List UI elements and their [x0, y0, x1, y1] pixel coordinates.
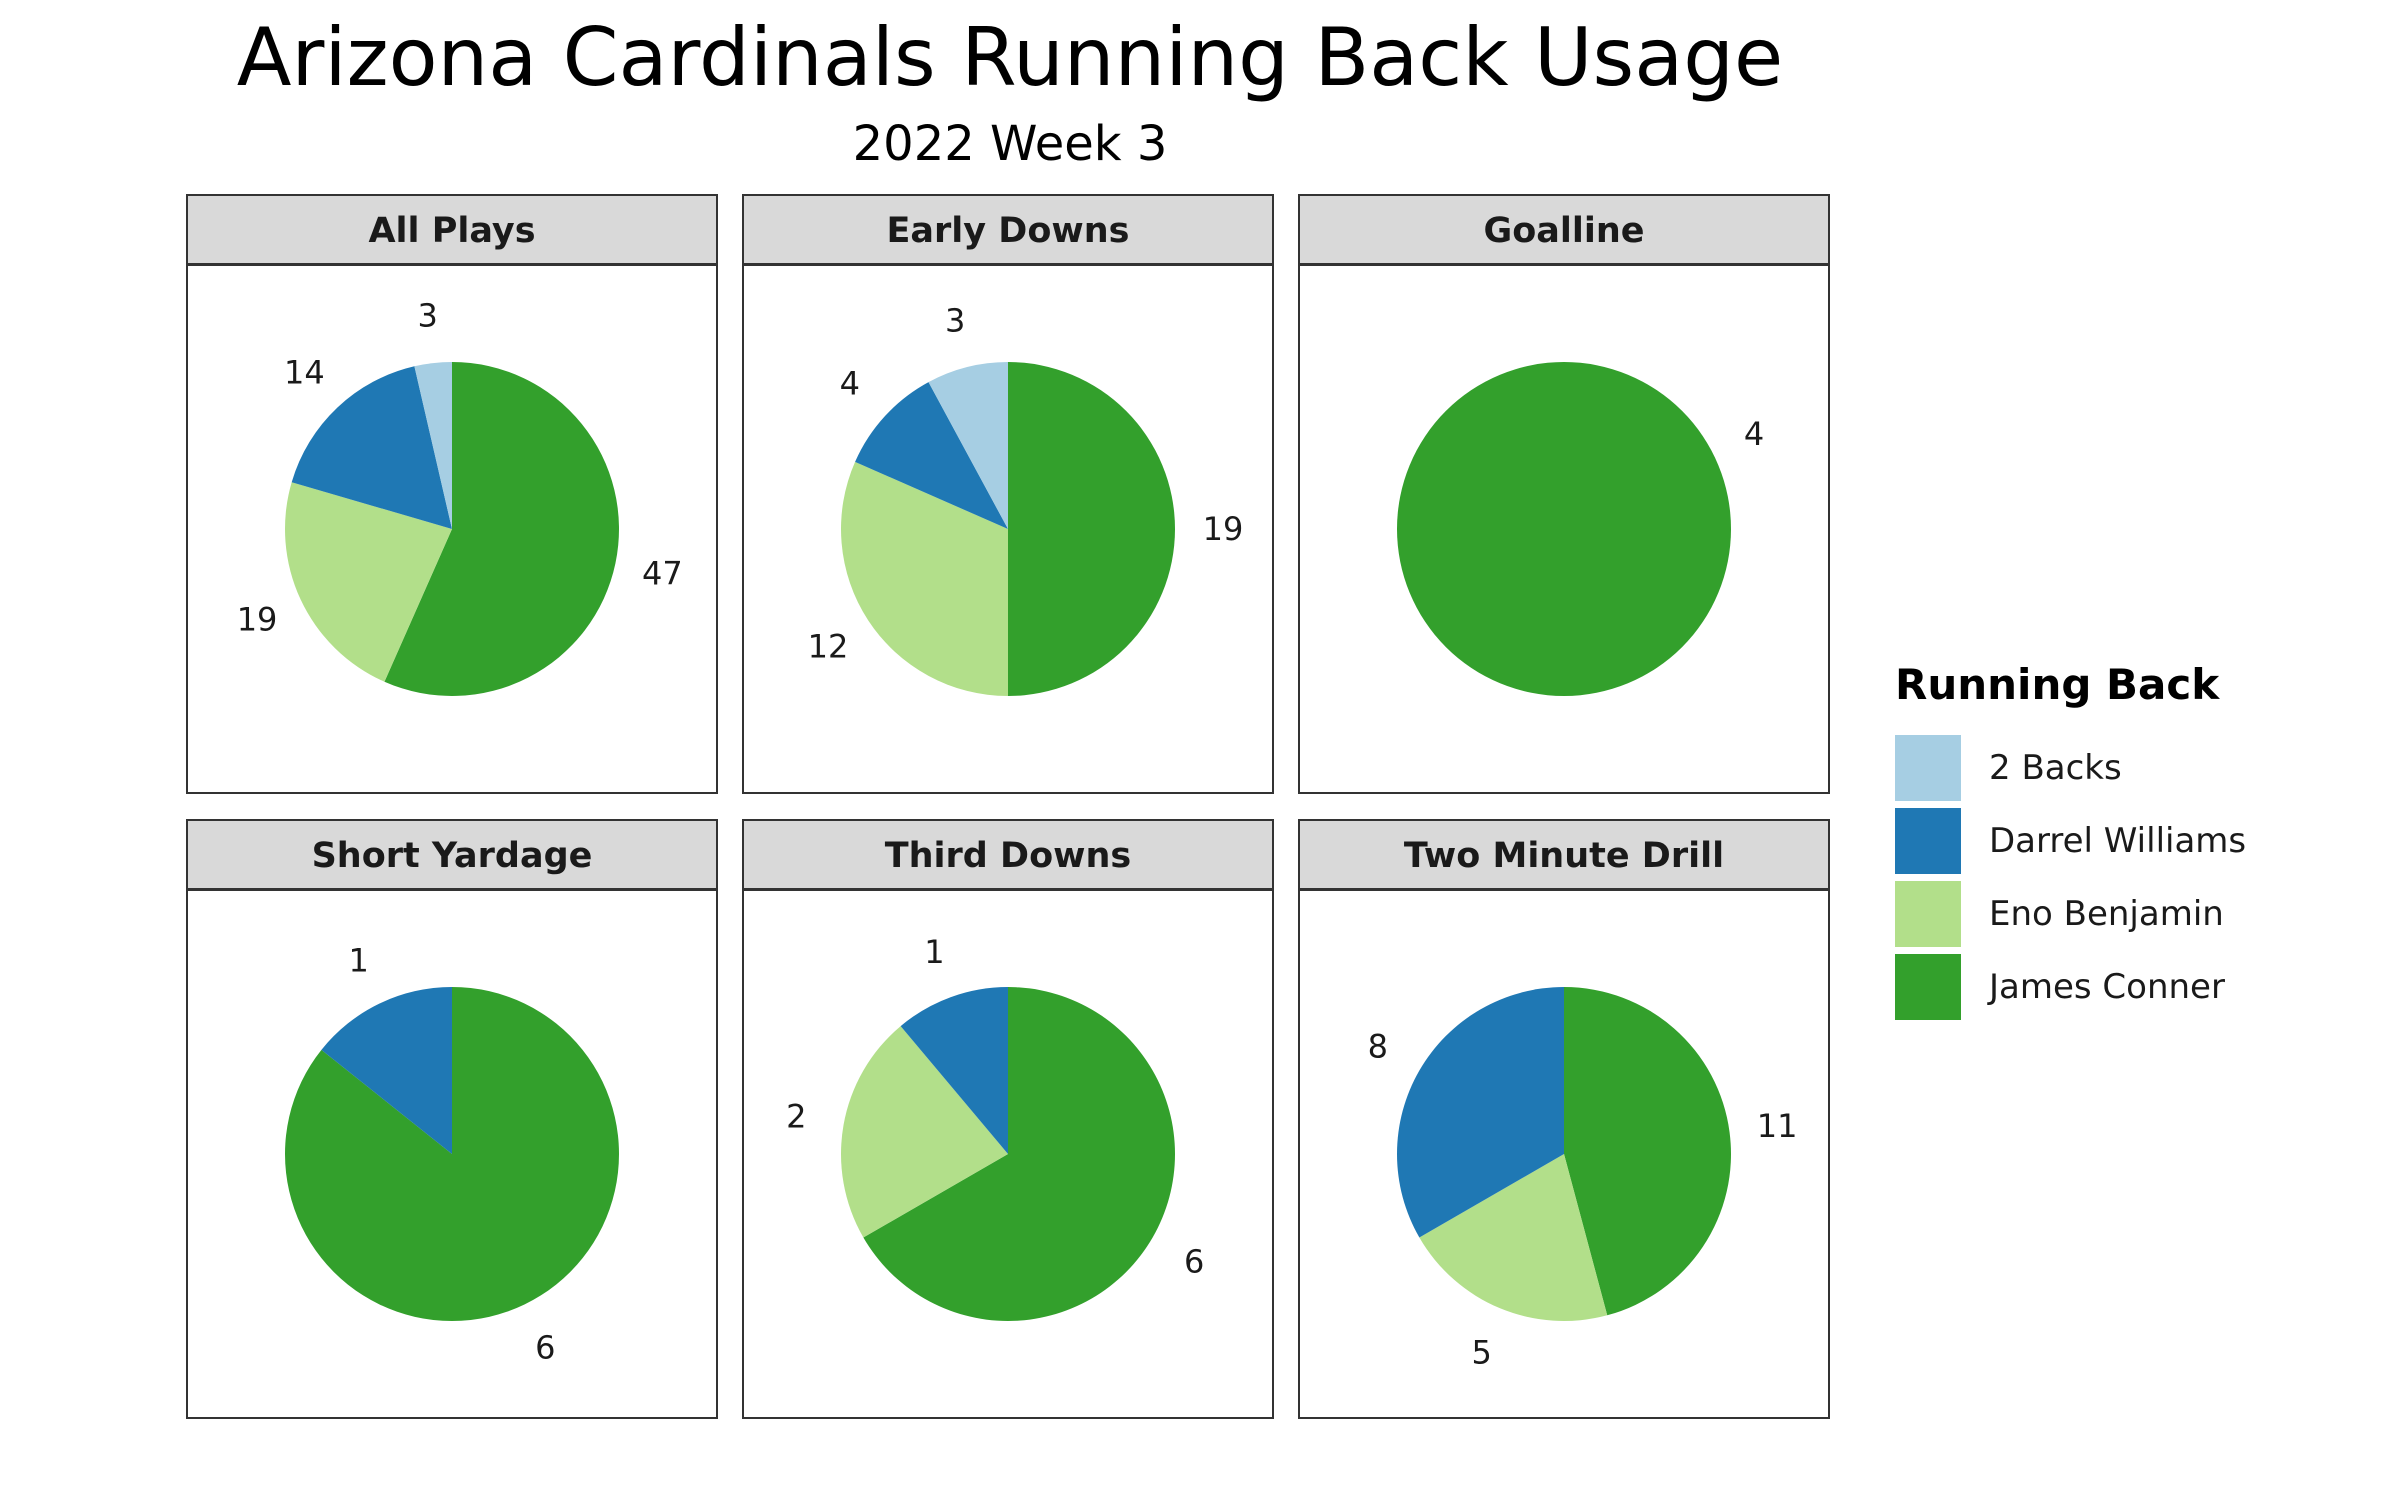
- slice-value-label: 19: [237, 601, 278, 639]
- pie-slice-eno-benjamin: [840, 461, 1008, 696]
- panel-strip: [1298, 194, 1830, 266]
- pie-slice-2-backs: [928, 362, 1008, 529]
- slice-value-label: 11: [1757, 1107, 1798, 1145]
- slice-value-label: 3: [945, 302, 965, 340]
- pie-slice-eno-benjamin: [841, 1026, 1008, 1238]
- pie-slice-eno-benjamin: [285, 482, 452, 682]
- pie-slice-darrel-williams: [855, 382, 1008, 529]
- panel-strip: [742, 819, 1274, 891]
- panel-title: Goalline: [1483, 211, 1644, 251]
- legend-key: [1895, 807, 1961, 874]
- slice-value-label: 14: [284, 354, 325, 392]
- pie-slice-james-conner: [384, 362, 619, 696]
- panel-goalline: Goalline 4: [1298, 194, 1830, 794]
- slice-value-label: 2: [786, 1098, 806, 1136]
- legend-item-james-conner: James Conner: [1895, 950, 2246, 1023]
- slice-value-label: 8: [1368, 1028, 1388, 1066]
- pie-slice-eno-benjamin: [1419, 1154, 1608, 1321]
- panel-third-downs: Third Downs 6 2 1: [742, 819, 1274, 1419]
- panel-early-downs: Early Downs 19 12 4 3: [742, 194, 1274, 794]
- pie-slice-james-conner: [1397, 362, 1731, 696]
- legend-item-2-backs: 2 Backs: [1895, 731, 2246, 804]
- panel-title: Two Minute Drill: [1404, 836, 1724, 876]
- chart-title: Arizona Cardinals Running Back Usage: [236, 11, 1784, 104]
- pie-slice-james-conner: [1008, 362, 1175, 696]
- panel-two-minute-drill: Two Minute Drill 11 5 8: [1298, 819, 1830, 1419]
- slice-value-label: 6: [1184, 1243, 1204, 1281]
- legend-key: [1895, 953, 1961, 1020]
- pie-slice-james-conner: [285, 987, 620, 1321]
- legend-label: Eno Benjamin: [1989, 893, 2224, 934]
- legend-key: [1895, 880, 1961, 947]
- pie-slice-darrel-williams: [900, 987, 1008, 1154]
- panel-title: Short Yardage: [312, 836, 593, 876]
- legend-label: 2 Backs: [1989, 747, 2122, 788]
- slice-value-label: 12: [808, 628, 849, 666]
- slice-value-label: 4: [1744, 415, 1764, 453]
- legend-label: James Conner: [1989, 966, 2225, 1007]
- panel-strip: [186, 819, 718, 891]
- panel-all-plays: All Plays 47 19 14 3: [186, 194, 718, 794]
- slice-value-label: 1: [924, 933, 944, 971]
- legend-title: Running Back: [1895, 660, 2220, 709]
- slice-value-label: 1: [349, 941, 369, 979]
- slice-value-label: 4: [840, 364, 860, 402]
- panel-title: Third Downs: [885, 836, 1131, 876]
- pie-slice-2-backs: [414, 362, 452, 529]
- legend-key: [1895, 734, 1961, 801]
- slice-value-label: 3: [417, 296, 437, 334]
- slice-value-label: 5: [1472, 1334, 1492, 1372]
- legend-label: Darrel Williams: [1989, 820, 2247, 861]
- pie-slice-james-conner: [863, 987, 1175, 1321]
- legend-item-darrel-williams: Darrel Williams: [1895, 804, 2246, 877]
- legend: Running Back 2 Backs Darrel Williams Eno…: [1895, 660, 2246, 1023]
- legend-item-eno-benjamin: Eno Benjamin: [1895, 877, 2246, 950]
- pie-slice-james-conner: [1564, 987, 1731, 1316]
- panel-title: All Plays: [368, 211, 535, 251]
- pie-slice-darrel-williams: [291, 366, 452, 529]
- pie-slice-darrel-williams: [321, 987, 452, 1154]
- slice-value-label: 6: [535, 1329, 555, 1367]
- pie-slice-darrel-williams: [1397, 987, 1564, 1238]
- slice-value-label: 19: [1203, 510, 1244, 548]
- chart-subtitle: 2022 Week 3: [852, 116, 1168, 172]
- panel-title: Early Downs: [887, 211, 1130, 251]
- slice-value-label: 47: [642, 554, 683, 592]
- panel-short-yardage: Short Yardage 6 1: [186, 819, 718, 1419]
